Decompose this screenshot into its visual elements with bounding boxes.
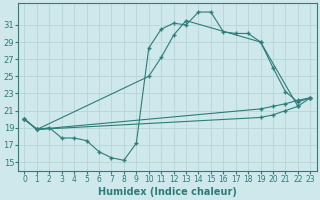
X-axis label: Humidex (Indice chaleur): Humidex (Indice chaleur) [98,187,237,197]
